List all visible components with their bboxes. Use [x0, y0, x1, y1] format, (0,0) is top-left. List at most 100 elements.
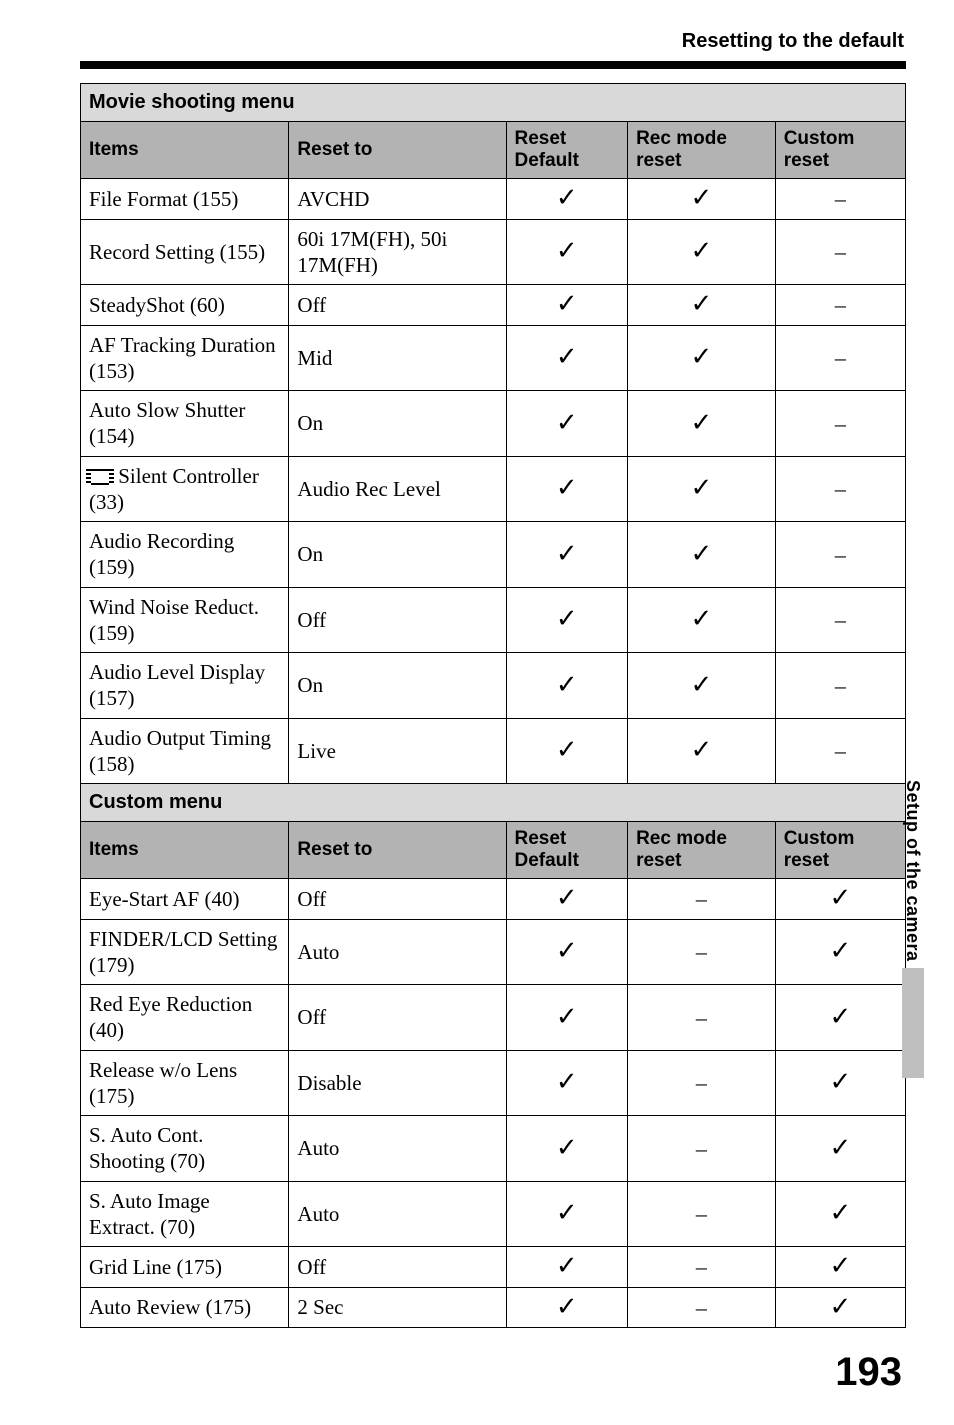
cell-custom: ✓	[775, 1247, 905, 1288]
cell-reset-default: ✓	[506, 391, 628, 457]
cell-custom: –	[775, 718, 905, 784]
cell-rec-mode: –	[628, 1050, 776, 1116]
page-number: 193	[80, 1350, 906, 1395]
cell-custom: –	[775, 391, 905, 457]
cell-rec-mode: –	[628, 1247, 776, 1288]
movie-section-label: Movie shooting menu	[81, 84, 906, 122]
cell-reset-to: Disable	[289, 1050, 506, 1116]
cell-reset-to: Off	[289, 1247, 506, 1288]
cell-rec-mode: –	[628, 879, 776, 920]
col-rec-mode: Rec mode reset	[628, 822, 776, 879]
side-tab-block	[902, 968, 924, 1078]
col-reset-to: Reset to	[289, 822, 506, 879]
cell-item: Audio Output Timing (158)	[81, 718, 289, 784]
cell-custom: –	[775, 285, 905, 326]
cell-reset-to: Off	[289, 985, 506, 1051]
table-row: FINDER/LCD Setting (179)Auto✓–✓	[81, 919, 906, 985]
cell-item: Release w/o Lens (175)	[81, 1050, 289, 1116]
table-row: Auto Review (175)2 Sec✓–✓	[81, 1287, 906, 1328]
cell-rec-mode: –	[628, 985, 776, 1051]
cell-custom: –	[775, 219, 905, 285]
cell-rec-mode: ✓	[628, 219, 776, 285]
col-items: Items	[81, 122, 289, 179]
cell-reset-to: Auto	[289, 919, 506, 985]
table-row: Grid Line (175)Off✓–✓	[81, 1247, 906, 1288]
cell-item: Auto Slow Shutter (154)	[81, 391, 289, 457]
custom-menu-table: Custom menu Items Reset to Reset Default…	[80, 783, 906, 1328]
table-row: Auto Slow Shutter (154)On✓✓–	[81, 391, 906, 457]
cell-reset-to: Auto	[289, 1181, 506, 1247]
cell-reset-to: AVCHD	[289, 179, 506, 220]
custom-section-label: Custom menu	[81, 784, 906, 822]
cell-custom: –	[775, 587, 905, 653]
table-row: Audio Level Display (157)On✓✓–	[81, 653, 906, 719]
cell-rec-mode: ✓	[628, 587, 776, 653]
cell-reset-default: ✓	[506, 1287, 628, 1328]
cell-item: Red Eye Reduction (40)	[81, 985, 289, 1051]
cell-item: Wind Noise Reduct. (159)	[81, 587, 289, 653]
cell-item: S. Auto Cont. Shooting (70)	[81, 1116, 289, 1182]
cell-reset-default: ✓	[506, 879, 628, 920]
cell-reset-to: Off	[289, 879, 506, 920]
header-rule	[80, 61, 906, 69]
table-row: S. Auto Cont. Shooting (70)Auto✓–✓	[81, 1116, 906, 1182]
cell-custom: ✓	[775, 1116, 905, 1182]
cell-item: FINDER/LCD Setting (179)	[81, 919, 289, 985]
cell-item: Auto Review (175)	[81, 1287, 289, 1328]
table-row: Audio Output Timing (158)Live✓✓–	[81, 718, 906, 784]
cell-item: Silent Controller (33)	[81, 456, 289, 522]
table-row: Audio Recording (159)On✓✓–	[81, 522, 906, 588]
col-items: Items	[81, 822, 289, 879]
col-reset-to: Reset to	[289, 122, 506, 179]
table-row: Release w/o Lens (175)Disable✓–✓	[81, 1050, 906, 1116]
cell-rec-mode: ✓	[628, 456, 776, 522]
cell-rec-mode: ✓	[628, 718, 776, 784]
cell-reset-default: ✓	[506, 653, 628, 719]
cell-item: AF Tracking Duration (153)	[81, 325, 289, 391]
cell-reset-to: Mid	[289, 325, 506, 391]
cell-reset-to: Off	[289, 587, 506, 653]
movie-shooting-table: Movie shooting menu Items Reset to Reset…	[80, 83, 906, 784]
cell-custom: ✓	[775, 1181, 905, 1247]
cell-rec-mode: ✓	[628, 179, 776, 220]
custom-section-header-row: Custom menu	[81, 784, 906, 822]
table-row: AF Tracking Duration (153)Mid✓✓–	[81, 325, 906, 391]
cell-custom: –	[775, 325, 905, 391]
cell-reset-default: ✓	[506, 1116, 628, 1182]
cell-reset-default: ✓	[506, 219, 628, 285]
cell-reset-to: Audio Rec Level	[289, 456, 506, 522]
cell-reset-default: ✓	[506, 718, 628, 784]
custom-rows: Eye-Start AF (40)Off✓–✓FINDER/LCD Settin…	[81, 879, 906, 1328]
cell-custom: ✓	[775, 1287, 905, 1328]
col-reset-default: Reset Default	[506, 122, 628, 179]
page-root: Resetting to the default Movie shooting …	[0, 0, 954, 1425]
page-section-title: Resetting to the default	[80, 30, 906, 53]
table-row: Eye-Start AF (40)Off✓–✓	[81, 879, 906, 920]
col-custom: Custom reset	[775, 122, 905, 179]
cell-rec-mode: ✓	[628, 391, 776, 457]
cell-reset-to: Off	[289, 285, 506, 326]
cell-reset-default: ✓	[506, 1050, 628, 1116]
cell-custom: –	[775, 653, 905, 719]
cell-rec-mode: –	[628, 1181, 776, 1247]
table-row: Record Setting (155)60i 17M(FH), 50i 17M…	[81, 219, 906, 285]
side-tab-label: Setup of the camera	[902, 780, 923, 962]
movie-rows: File Format (155)AVCHD✓✓–Record Setting …	[81, 179, 906, 784]
cell-item: Audio Recording (159)	[81, 522, 289, 588]
cell-reset-to: 60i 17M(FH), 50i 17M(FH)	[289, 219, 506, 285]
table-row: Red Eye Reduction (40)Off✓–✓	[81, 985, 906, 1051]
cell-reset-to: 2 Sec	[289, 1287, 506, 1328]
cell-reset-to: On	[289, 522, 506, 588]
cell-rec-mode: ✓	[628, 653, 776, 719]
cell-reset-to: On	[289, 391, 506, 457]
custom-column-header-row: Items Reset to Reset Default Rec mode re…	[81, 822, 906, 879]
cell-reset-default: ✓	[506, 587, 628, 653]
table-row: Wind Noise Reduct. (159)Off✓✓–	[81, 587, 906, 653]
cell-reset-default: ✓	[506, 325, 628, 391]
cell-reset-default: ✓	[506, 1247, 628, 1288]
cell-reset-default: ✓	[506, 179, 628, 220]
cell-rec-mode: –	[628, 1287, 776, 1328]
col-rec-mode: Rec mode reset	[628, 122, 776, 179]
cell-item: File Format (155)	[81, 179, 289, 220]
cell-item: Audio Level Display (157)	[81, 653, 289, 719]
